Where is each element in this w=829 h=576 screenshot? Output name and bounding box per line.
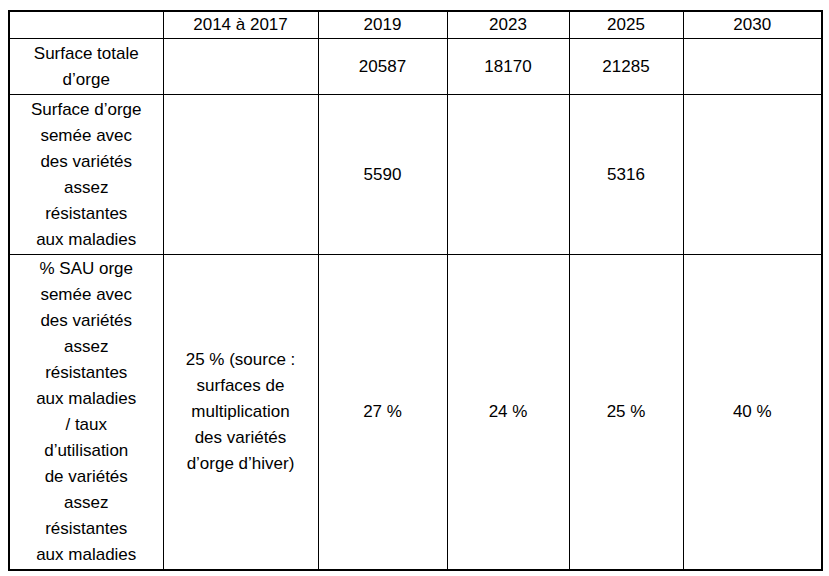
cell-pct-sau-2025: 25 % — [569, 255, 683, 570]
cell-surface-totale-2030 — [683, 39, 822, 95]
cell-pct-sau-2019: 27 % — [318, 255, 447, 570]
cell-pct-sau-2014-2017: 25 % (source : surfaces de multiplicatio… — [163, 255, 318, 570]
column-header-2019: 2019 — [318, 11, 447, 39]
cell-surface-totale-2014-2017 — [163, 39, 318, 95]
row-label-pct-sau: % SAU orge semée avec des variétés assez… — [9, 255, 163, 570]
table-row-surface-totale: Surface totale d’orge 20587 18170 21285 — [9, 39, 822, 95]
column-header-period-2014-2017: 2014 à 2017 — [163, 11, 318, 39]
table-header-row: 2014 à 2017 2019 2023 2025 2030 — [9, 11, 822, 39]
table-row-surface-resistante: Surface d’orge semée avec des variétés a… — [9, 95, 822, 255]
cell-surface-resistante-2023 — [447, 95, 569, 255]
row-label-surface-totale: Surface totale d’orge — [9, 39, 163, 95]
row-label-surface-resistante: Surface d’orge semée avec des variétés a… — [9, 95, 163, 255]
cell-surface-totale-2019: 20587 — [318, 39, 447, 95]
cell-surface-resistante-2019: 5590 — [318, 95, 447, 255]
column-header-2023: 2023 — [447, 11, 569, 39]
cell-surface-totale-2025: 21285 — [569, 39, 683, 95]
column-header-2025: 2025 — [569, 11, 683, 39]
cell-surface-resistante-2014-2017 — [163, 95, 318, 255]
cell-surface-totale-2023: 18170 — [447, 39, 569, 95]
cell-pct-sau-2023: 24 % — [447, 255, 569, 570]
cell-surface-resistante-2030 — [683, 95, 822, 255]
column-header-blank — [9, 11, 163, 39]
cell-surface-resistante-2025: 5316 — [569, 95, 683, 255]
orge-indicators-table: 2014 à 2017 2019 2023 2025 2030 Surface … — [8, 10, 823, 571]
table-row-pct-sau: % SAU orge semée avec des variétés assez… — [9, 255, 822, 570]
cell-pct-sau-2030: 40 % — [683, 255, 822, 570]
column-header-2030: 2030 — [683, 11, 822, 39]
